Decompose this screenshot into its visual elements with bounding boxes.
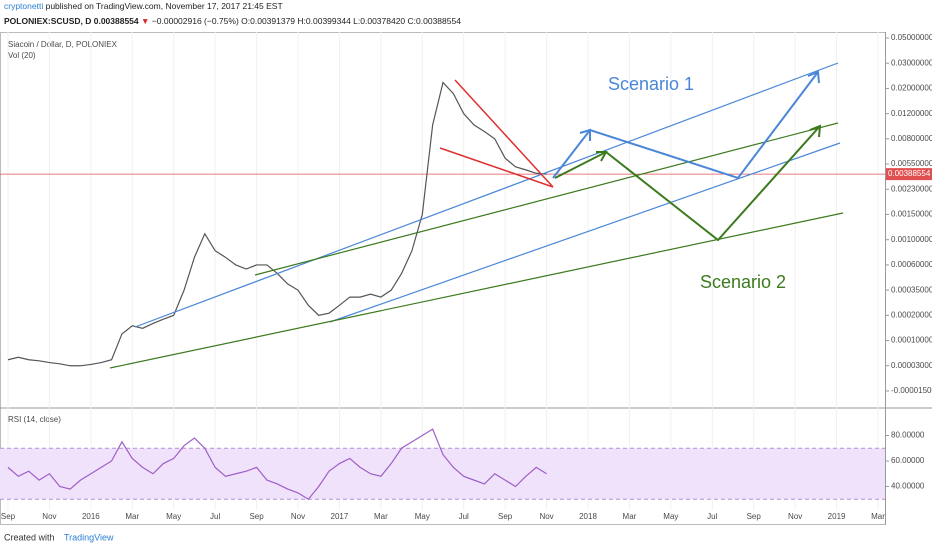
arrow-head: [579, 128, 591, 141]
change: −0.00002916 (−0.75%): [151, 16, 239, 26]
y-tick-label: 0.00020000: [891, 310, 932, 319]
x-tick-label: Mar: [623, 512, 637, 521]
trend-line: [329, 142, 841, 323]
x-tick-label: May: [415, 512, 430, 521]
x-tick-label: 2019: [828, 512, 846, 521]
x-tick-label: May: [166, 512, 181, 521]
y-tick-label: 0.00550000: [891, 159, 932, 168]
annotations: [109, 62, 844, 369]
rsi-band: [0, 448, 885, 500]
x-tick-label: Nov: [291, 512, 305, 521]
arrow-head: [807, 70, 820, 84]
x-tick-label: Nov: [42, 512, 56, 521]
y-tick-label: 0.00150000: [891, 210, 932, 219]
y-tick-label: 0.03000000: [891, 58, 932, 67]
x-tick-label: 2018: [579, 512, 597, 521]
y-tick-label: 0.00035000: [891, 285, 932, 294]
series-line: [7, 428, 547, 501]
y-tick-label: 0.02000000: [891, 84, 932, 93]
x-tick-label: Jul: [459, 512, 469, 521]
y-tick-label: 80.00000: [891, 431, 925, 440]
x-tick-label: Sep: [498, 512, 513, 521]
vol-label: Vol (20): [8, 51, 36, 60]
arrow-head: [809, 124, 822, 138]
x-tick-label: Jul: [707, 512, 717, 521]
last-price-label: 0.00388554: [888, 169, 931, 178]
footer-brand[interactable]: TradingView: [64, 532, 114, 542]
x-tick-label: Sep: [747, 512, 762, 521]
x-tick-label: Sep: [249, 512, 264, 521]
trend-line: [109, 212, 844, 369]
x-tick-label: Mar: [125, 512, 139, 521]
author[interactable]: cryptonetti: [4, 1, 44, 11]
x-tick-label: Mar: [374, 512, 388, 521]
wedge-line: [454, 79, 554, 188]
scenario-2-path: [554, 125, 821, 242]
trend-line: [254, 122, 839, 276]
last-price-box: [886, 168, 932, 181]
arrow-head: [596, 151, 608, 162]
x-tick-label: May: [663, 512, 678, 521]
x-tick-label: Nov: [539, 512, 553, 521]
y-tick-label: 0.00010000: [891, 336, 932, 345]
x-tick-label: 2017: [331, 512, 349, 521]
x-tick-label: 2016: [82, 512, 100, 521]
wedge-line: [439, 147, 554, 188]
change-arrow: ▼: [141, 16, 150, 26]
chart-title: Siacoin / Dollar, D, POLONIEX: [8, 40, 118, 49]
footer-created: Created with: [4, 532, 55, 542]
quote: POLONIEX:SCUSD, D 0.00388554: [4, 16, 139, 26]
x-tick-label: Jul: [210, 512, 220, 521]
x-tick-label: Sep: [1, 512, 16, 521]
y-tick-label: 60.00000: [891, 456, 925, 465]
scenario-1-path: [552, 71, 819, 180]
published: published on TradingView.com, November 1…: [45, 1, 283, 11]
y-tick-label: 0.00800000: [891, 134, 932, 143]
annotation: Scenario 1: [608, 74, 694, 94]
trend-line: [134, 62, 839, 328]
ohlc: O:0.00391379 H:0.00399344 L:0.00378420 C…: [241, 16, 461, 26]
y-tick-label: 40.00000: [891, 482, 925, 491]
annotation: Scenario 2: [700, 272, 786, 292]
quote-line: POLONIEX:SCUSD, D 0.00388554 ▼ −0.000029…: [4, 16, 461, 26]
rsi-label: RSI (14, close): [8, 415, 61, 424]
series-line: [7, 81, 547, 367]
y-tick-label: 0.05000000: [891, 33, 932, 42]
x-tick-label: Nov: [788, 512, 802, 521]
y-tick-label: 0.00060000: [891, 260, 932, 269]
y-tick-label: 0.01200000: [891, 109, 932, 118]
x-tick-label: Mar: [871, 512, 885, 521]
header-line: cryptonetti published on TradingView.com…: [4, 1, 283, 11]
y-tick-label: -0.00001500: [891, 386, 932, 395]
y-tick-label: 0.00230000: [891, 184, 932, 193]
y-tick-label: 0.00003000: [891, 361, 932, 370]
y-tick-label: 0.00100000: [891, 235, 932, 244]
